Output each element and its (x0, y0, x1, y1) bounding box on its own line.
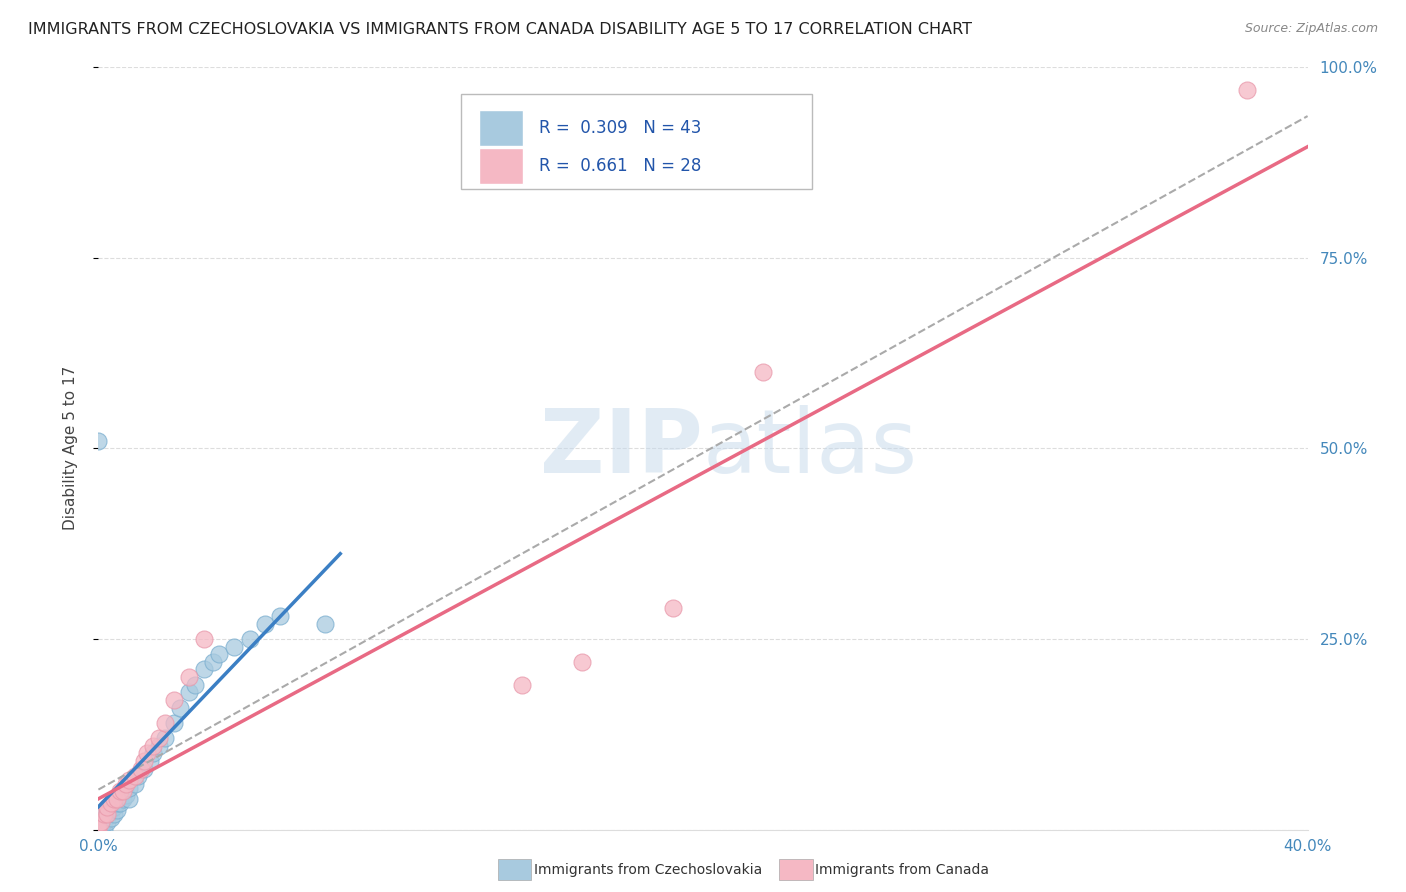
Point (127, 769, 149, 783)
Point (142, 746, 165, 760)
Point (96, 807, 118, 822)
Point (100, 811, 122, 825)
Text: Immigrants from Czechoslovakia: Immigrants from Czechoslovakia (534, 863, 762, 877)
Text: Source: ZipAtlas.com: Source: ZipAtlas.com (1244, 22, 1378, 36)
Point (571, 655, 593, 669)
Text: ZIP: ZIP (540, 405, 703, 491)
Text: R =  0.661   N = 28: R = 0.661 N = 28 (538, 157, 702, 175)
Point (111, 784, 134, 798)
Point (269, 609, 291, 624)
Point (132, 762, 155, 776)
Point (105, 792, 128, 806)
Point (139, 754, 162, 768)
Point (163, 693, 186, 707)
Point (90, 807, 112, 822)
Text: Immigrants from Canada: Immigrants from Canada (815, 863, 990, 877)
Point (169, 700, 191, 714)
FancyBboxPatch shape (479, 148, 523, 185)
Point (100, 804, 122, 818)
Point (105, 796, 128, 810)
Point (184, 678, 207, 692)
Point (87, 822, 110, 837)
Point (87, 822, 110, 837)
Point (132, 754, 155, 768)
Point (96, 814, 118, 829)
Point (90, 822, 112, 837)
Point (118, 772, 141, 787)
Point (93, 822, 115, 837)
Point (239, 632, 262, 646)
Point (163, 715, 186, 730)
Point (93, 807, 115, 822)
Point (114, 777, 136, 791)
Y-axis label: Disability Age 5 to 17: Disability Age 5 to 17 (63, 366, 77, 531)
Point (510, 678, 533, 692)
Point (148, 731, 170, 745)
Point (208, 647, 231, 661)
Point (314, 616, 336, 631)
Point (118, 792, 141, 806)
Point (90, 811, 112, 825)
Point (179, 670, 201, 684)
Point (108, 784, 131, 798)
FancyBboxPatch shape (461, 94, 811, 189)
Point (87, 434, 110, 448)
Point (114, 789, 136, 803)
Text: IMMIGRANTS FROM CZECHOSLOVAKIA VS IMMIGRANTS FROM CANADA DISABILITY AGE 5 TO 17 : IMMIGRANTS FROM CZECHOSLOVAKIA VS IMMIGR… (28, 22, 972, 37)
Point (153, 715, 176, 730)
Point (1236, 83, 1258, 97)
Point (105, 804, 128, 818)
Text: atlas: atlas (703, 405, 918, 491)
Point (193, 662, 215, 676)
Point (661, 601, 683, 615)
Point (96, 807, 118, 822)
Point (90, 814, 112, 829)
Point (103, 807, 125, 822)
Point (124, 769, 146, 783)
Point (93, 814, 115, 829)
Point (202, 655, 225, 669)
Point (153, 731, 176, 745)
Point (103, 792, 125, 806)
Point (253, 616, 276, 631)
Point (135, 746, 157, 760)
Point (129, 762, 152, 776)
Point (96, 799, 118, 814)
FancyBboxPatch shape (479, 110, 523, 146)
Point (87, 819, 110, 833)
Point (124, 777, 146, 791)
Point (224, 640, 246, 654)
Point (142, 739, 165, 753)
Point (108, 796, 131, 810)
Point (93, 807, 115, 822)
Point (111, 792, 134, 806)
Point (118, 780, 141, 795)
Text: R =  0.309   N = 43: R = 0.309 N = 43 (538, 119, 702, 136)
Point (87, 819, 110, 833)
Point (752, 365, 775, 379)
Point (148, 739, 170, 753)
Point (193, 632, 215, 646)
Point (103, 799, 125, 814)
Point (100, 796, 122, 810)
Point (179, 685, 201, 699)
Point (100, 799, 122, 814)
Point (90, 814, 112, 829)
